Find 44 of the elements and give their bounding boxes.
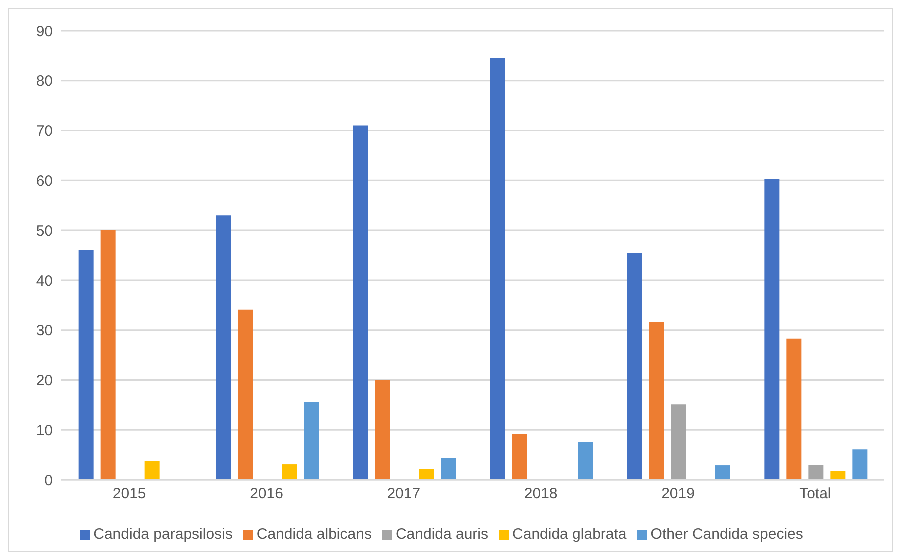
bar xyxy=(512,434,528,480)
y-tick-label: 70 xyxy=(36,123,53,140)
x-tick-label: 2019 xyxy=(662,486,695,503)
bar xyxy=(375,380,390,480)
bar xyxy=(282,464,297,480)
bar xyxy=(144,462,160,480)
legend-label: Candida albicans xyxy=(256,526,372,543)
bar xyxy=(786,338,802,480)
bar xyxy=(808,465,824,480)
bar xyxy=(419,469,434,480)
bar xyxy=(490,58,506,480)
bar xyxy=(441,458,456,480)
legend-label: Other Candida species xyxy=(650,526,804,543)
y-tick-label: 0 xyxy=(44,472,53,490)
x-tick-label: 2017 xyxy=(387,486,421,503)
x-tick-label: 2015 xyxy=(112,486,146,503)
bar xyxy=(716,466,730,480)
y-tick-label: 50 xyxy=(36,222,53,240)
y-tick-label: 90 xyxy=(36,23,53,40)
bar xyxy=(353,126,368,480)
legend-label: Candida parapsilosis xyxy=(94,526,233,543)
x-tick-label: Total xyxy=(800,486,832,503)
bar xyxy=(216,216,231,480)
y-tick-label: 40 xyxy=(36,272,53,290)
legend-label: Candida glabrata xyxy=(512,526,627,543)
bar xyxy=(764,179,780,480)
bar xyxy=(304,402,319,480)
y-tick-label: 30 xyxy=(36,322,53,340)
bar xyxy=(628,254,642,480)
bar xyxy=(672,404,686,480)
y-tick-label: 10 xyxy=(36,422,53,440)
bar xyxy=(830,471,846,480)
bar xyxy=(78,250,94,480)
bar xyxy=(852,450,868,480)
bar xyxy=(650,322,664,480)
bar xyxy=(578,442,594,480)
legend-label: Candida auris xyxy=(396,526,489,543)
bar xyxy=(238,310,253,480)
x-tick-label: 2016 xyxy=(250,486,284,503)
x-tick-label: 2018 xyxy=(524,486,558,503)
y-tick-label: 20 xyxy=(36,372,53,390)
bar xyxy=(100,230,116,480)
y-tick-label: 60 xyxy=(36,172,53,190)
y-tick-label: 80 xyxy=(36,73,53,90)
